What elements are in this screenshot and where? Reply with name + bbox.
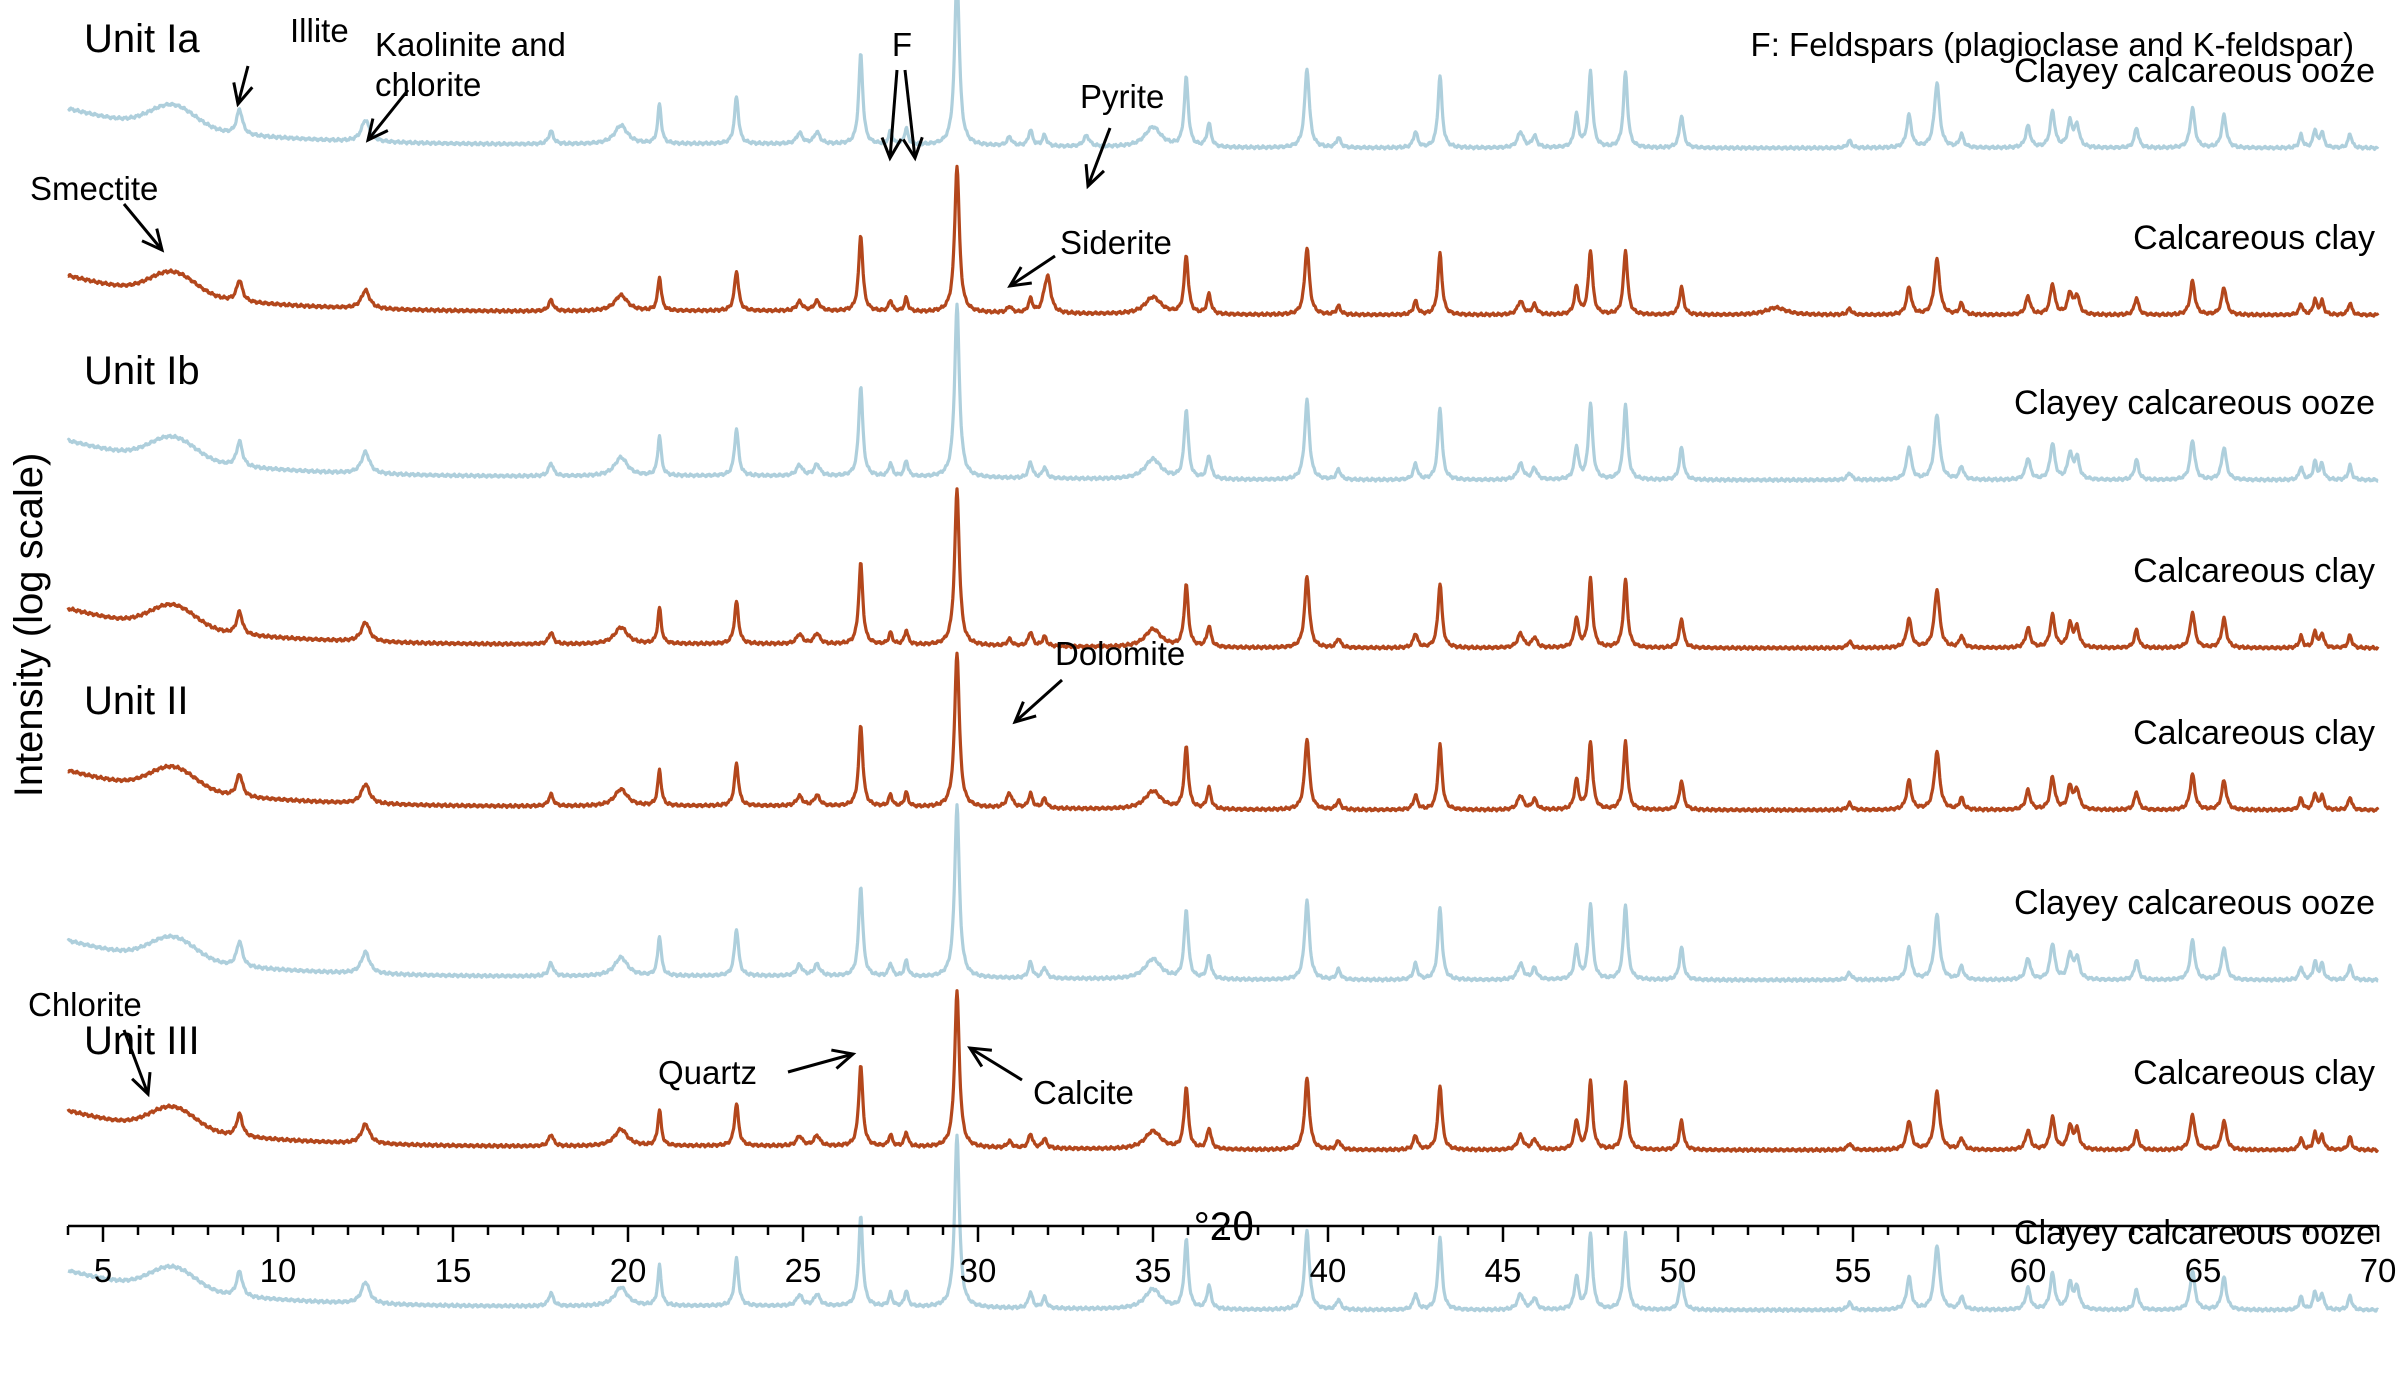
series-ooze-line-1 <box>67 0 2380 151</box>
annotation-arrow <box>122 203 164 251</box>
annotation-label-line: chlorite <box>375 66 481 103</box>
unit-label: Unit Ib <box>84 349 200 393</box>
x-tick-label: 35 <box>1135 1252 1172 1289</box>
x-axis: 5 10 15 20 25 30 35 40 45 50 55 60 65 70 <box>66 1224 2397 1289</box>
series-ooze-line-6 <box>66 803 2379 983</box>
series-label: Calcareous clay <box>2133 219 2375 257</box>
series-ooze-line-3 <box>66 302 2379 483</box>
peak-annotations: Illite Kaolinite and chlorite F Pyrite Smecti… <box>28 12 1185 1111</box>
unit-label: Unit Ia <box>84 17 200 61</box>
annotation-arrowhead <box>1007 266 1032 288</box>
unit-label: Unit III <box>84 1019 200 1063</box>
x-tick-label: 60 <box>2010 1252 2047 1289</box>
annotation-label-line: Kaolinite and <box>375 26 566 63</box>
x-tick-label: 40 <box>1310 1252 1347 1289</box>
annotation-arrow <box>1086 127 1112 187</box>
annotation-arrowhead <box>831 1048 857 1070</box>
unit-label: Unit II <box>84 679 188 723</box>
annotation-arrowhead <box>365 118 389 143</box>
x-tick-label: 45 <box>1485 1252 1522 1289</box>
annotation-arrow <box>236 65 250 105</box>
xrd-traces <box>66 0 2380 1313</box>
annotation-label: Chlorite <box>28 986 142 1023</box>
x-tick-label: 65 <box>2185 1252 2222 1289</box>
series-label: Clayey calcareous ooze <box>2014 384 2375 422</box>
annotation-arrowhead <box>901 136 924 162</box>
annotation-arrow <box>122 1029 150 1095</box>
series-label: Calcareous clay <box>2133 552 2375 590</box>
annotation-arrowhead <box>880 136 903 162</box>
x-tick-label: 5 <box>94 1252 112 1289</box>
series-label: Clayey calcareous ooze <box>2014 1214 2375 1252</box>
series-clay-line-7 <box>66 989 2380 1153</box>
annotation-label: Dolomite <box>1055 635 1185 672</box>
annotation-arrowhead <box>967 1046 993 1068</box>
annotation-arrow <box>1014 678 1063 724</box>
trace-labels: Clayey calcareous ooze Calcareous clay Cla… <box>84 17 2375 1252</box>
annotation-arrow <box>787 1052 854 1074</box>
y-axis-title: Intensity (log scale) <box>7 453 51 798</box>
annotation-label: Calcite <box>1033 1074 1134 1111</box>
annotation-arrowhead <box>1084 163 1106 190</box>
annotation-label: Illite <box>290 12 349 49</box>
annotation-arrow <box>366 89 410 141</box>
feldspar-note: F: Feldspars (plagioclase and K-feldspar… <box>1751 26 2354 63</box>
x-tick-label: 15 <box>435 1252 472 1289</box>
annotation-arrowhead <box>1012 701 1037 725</box>
series-clay-line-2 <box>67 164 2380 318</box>
annotation-arrow <box>969 1046 1023 1082</box>
series-label: Calcareous clay <box>2133 714 2375 752</box>
series-clay-line-5 <box>67 651 2380 813</box>
annotation-arrow <box>903 69 917 159</box>
annotation-arrow <box>888 69 899 159</box>
annotation-label: F <box>892 26 912 63</box>
x-tick-label: 20 <box>610 1252 647 1289</box>
annotation-arrowhead <box>131 1071 152 1098</box>
annotation-label: Quartz <box>658 1054 757 1091</box>
x-axis-title: °2θ <box>1194 1205 1255 1249</box>
x-tick-label: 25 <box>785 1252 822 1289</box>
x-tick-label: 55 <box>1835 1252 1872 1289</box>
annotation-label: Kaolinite and chlorite <box>375 26 566 103</box>
annotation-label: Siderite <box>1060 224 1172 261</box>
annotation-label: Pyrite <box>1080 78 1164 115</box>
series-label: Clayey calcareous ooze <box>2014 884 2375 922</box>
series-clay-line-4 <box>66 487 2380 651</box>
x-tick-label: 30 <box>960 1252 997 1289</box>
annotation-arrow <box>1009 254 1056 288</box>
x-tick-label: 10 <box>260 1252 297 1289</box>
annotation-arrowhead <box>141 228 165 253</box>
annotation-label: Smectite <box>30 170 158 207</box>
annotation-arrowhead <box>232 82 254 108</box>
series-ooze-line-8 <box>67 1133 2380 1313</box>
x-tick-label: 50 <box>1660 1252 1697 1289</box>
series-label: Calcareous clay <box>2133 1054 2375 1092</box>
x-tick-label: 70 <box>2360 1252 2397 1289</box>
series-label: Clayey calcareous ooze <box>2014 52 2375 90</box>
